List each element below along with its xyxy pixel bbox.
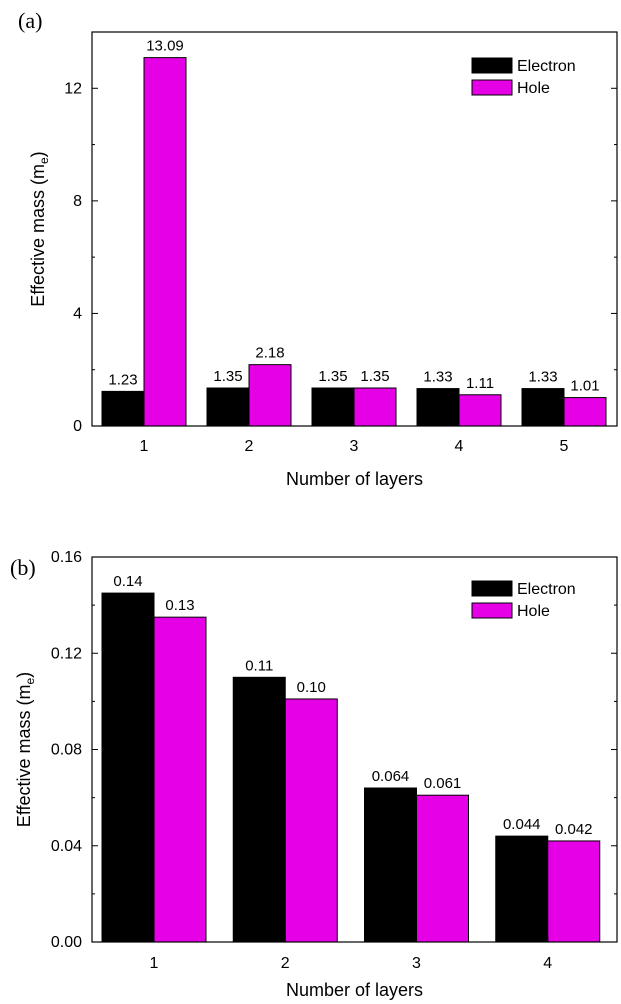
data-label-hole-1: 13.09	[146, 38, 184, 55]
chart-panel-a: (a) 1.23 13.09 1 1.35 2.18 2 1.35 1.35 3 1.33 1.11 4…	[18, 8, 618, 489]
y-tick-label: 0.16	[51, 549, 82, 566]
bar-hole-4	[547, 840, 601, 943]
data-label-electron-4: 1.33	[423, 369, 452, 386]
y-tick-label: 0.00	[51, 934, 82, 951]
data-label-hole-4: 0.042	[555, 821, 593, 838]
bar-electron-3	[364, 787, 417, 943]
data-label-hole-3: 1.35	[360, 368, 389, 385]
data-label-hole-2: 0.10	[297, 679, 326, 696]
data-label-electron-3: 1.35	[318, 368, 347, 385]
data-label-hole-1: 0.13	[165, 597, 194, 614]
data-label-electron-2: 1.35	[213, 368, 242, 385]
x-tick-label: 4	[455, 438, 464, 455]
legend-swatch-hole	[471, 79, 513, 96]
x-axis-title: Number of layers	[286, 980, 423, 1000]
bar-hole-3	[416, 794, 469, 943]
y-tick-label: 8	[73, 193, 82, 210]
x-tick-label: 2	[245, 438, 254, 455]
bar-hole-1	[143, 57, 187, 427]
x-tick-label: 4	[543, 955, 552, 972]
y-tick-label: 12	[64, 80, 82, 97]
legend-label-electron: Electron	[517, 581, 576, 598]
data-label-electron-1: 1.23	[108, 371, 137, 388]
x-tick-label: 1	[150, 955, 159, 972]
data-label-electron-3: 0.064	[372, 768, 410, 785]
bar-hole-1	[153, 616, 207, 943]
y-tick-label: 0	[73, 418, 82, 435]
y-tick-label: 0.12	[51, 645, 82, 662]
bar-electron-1	[101, 390, 145, 427]
bar-electron-2	[206, 387, 250, 427]
legend-swatch-hole	[471, 602, 513, 619]
y-axis-title: Effective mass (me)	[14, 672, 37, 827]
legend-label-electron: Electron	[517, 58, 576, 75]
x-axis-title: Number of layers	[286, 469, 423, 489]
y-tick-label: 0.04	[51, 838, 82, 855]
panel-label: (a)	[18, 8, 42, 33]
bar-hole-2	[248, 364, 292, 427]
bar-electron-3	[311, 387, 355, 427]
data-label-hole-2: 2.18	[255, 345, 284, 362]
bar-hole-2	[284, 698, 338, 943]
bar-electron-2	[232, 676, 286, 943]
legend-label-hole: Hole	[517, 603, 550, 620]
x-tick-label: 5	[560, 438, 569, 455]
bar-hole-4	[458, 394, 502, 427]
bar-hole-3	[353, 387, 397, 427]
data-label-electron-1: 0.14	[113, 573, 142, 590]
bar-hole-5	[563, 397, 607, 427]
data-label-hole-4: 1.11	[466, 375, 494, 392]
y-axis-title: Effective mass (me)	[28, 151, 51, 306]
x-tick-label: 3	[412, 955, 421, 972]
data-label-hole-5: 1.01	[570, 378, 599, 395]
bar-electron-5	[521, 388, 565, 427]
data-label-electron-2: 0.11	[245, 657, 273, 674]
data-label-hole-3: 0.061	[424, 775, 462, 792]
x-tick-label: 1	[140, 438, 149, 455]
x-tick-label: 2	[281, 955, 290, 972]
bar-electron-4	[495, 835, 549, 943]
data-label-electron-4: 0.044	[503, 816, 541, 833]
bar-electron-4	[416, 388, 460, 427]
legend-swatch-electron	[471, 57, 513, 74]
y-tick-label: 0.08	[51, 742, 82, 759]
y-tick-label: 4	[73, 305, 82, 322]
panel-label: (b)	[10, 555, 36, 580]
bar-electron-1	[101, 592, 155, 943]
plot-frame	[91, 31, 618, 427]
legend-label-hole: Hole	[517, 80, 550, 97]
x-tick-label: 3	[350, 438, 359, 455]
legend-swatch-electron	[471, 580, 513, 597]
data-label-electron-5: 1.33	[528, 369, 557, 386]
